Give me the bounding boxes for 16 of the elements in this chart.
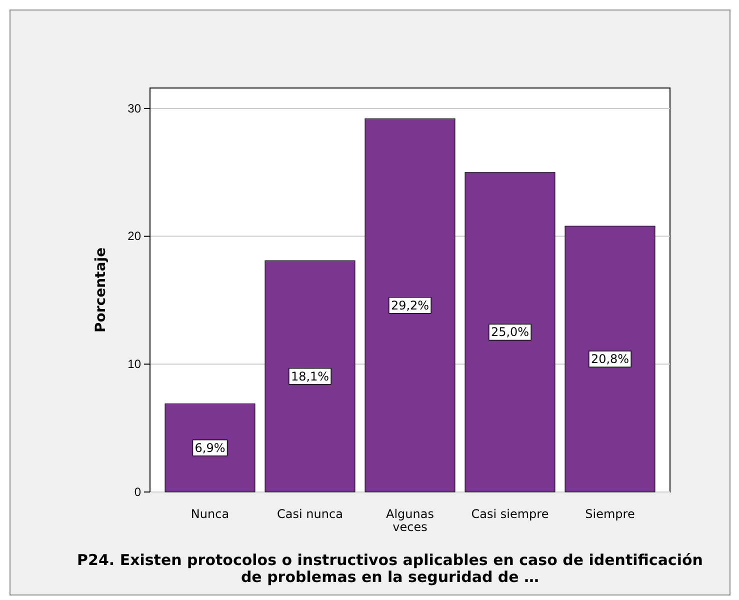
y-tick-label: 0 [134, 484, 142, 499]
y-tick-label: 20 [128, 229, 142, 244]
data-label: 20,8% [590, 352, 630, 366]
y-axis-title: Porcentaje [93, 248, 109, 332]
x-tick-label: Siempre [585, 507, 635, 521]
x-tick-label: Algunas veces [386, 507, 434, 534]
x-tick-label: Casi siempre [471, 507, 549, 521]
x-tick-label: Casi nunca [277, 507, 343, 521]
data-label: 6,9% [194, 440, 226, 455]
x-axis-title: P24. Existen protocolos o instructivos aplicables en caso de identificación de problemas en la seguridad de … [77, 551, 703, 586]
data-label: 25,0% [490, 325, 530, 340]
data-label: 29,2% [390, 298, 430, 312]
x-tick-label: Nunca [190, 507, 230, 521]
data-label: 18,1% [290, 369, 330, 384]
y-tick-label: 30 [128, 101, 142, 116]
y-tick-label: 10 [128, 356, 142, 371]
